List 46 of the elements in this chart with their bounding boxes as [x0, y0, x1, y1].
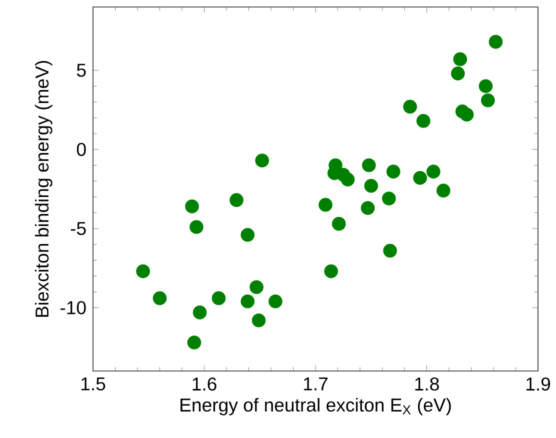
- point: [478, 79, 493, 94]
- x-tick-label: 1.7: [304, 377, 328, 390]
- point: [240, 294, 255, 308]
- point: [185, 200, 199, 214]
- point: [488, 34, 503, 49]
- point: [382, 192, 396, 206]
- point: [481, 93, 495, 108]
- point: [268, 294, 282, 308]
- point: [336, 168, 350, 182]
- x-tick-label: 1.6: [192, 377, 216, 391]
- point: [436, 184, 450, 198]
- point: [332, 216, 346, 231]
- point: [324, 264, 338, 278]
- y-axis-title: Biexciton binding energy (meV): [34, 60, 52, 317]
- point: [240, 228, 255, 242]
- point: [416, 114, 430, 128]
- point: [426, 164, 440, 178]
- y-tick-label: -10: [60, 301, 86, 314]
- x-tick-label: 1.5: [81, 377, 106, 390]
- point: [360, 201, 375, 215]
- point: [192, 306, 207, 320]
- point: [386, 164, 400, 178]
- point: [318, 198, 332, 212]
- x-axis-title: Energy of neutral exciton E$_{X}$ (eV): [180, 398, 451, 416]
- point: [403, 100, 417, 114]
- point: [460, 108, 474, 122]
- point: [136, 264, 150, 278]
- point: [453, 52, 468, 66]
- point: [252, 313, 266, 328]
- point: [187, 336, 202, 350]
- point: [450, 66, 465, 80]
- x-tick-label: 1.8: [415, 377, 439, 391]
- point: [212, 291, 226, 306]
- point: [152, 291, 167, 306]
- y-tick-label: 5: [76, 64, 86, 77]
- x-tick-label: 1.9: [526, 377, 550, 391]
- y-tick-label: 0: [76, 142, 86, 156]
- point: [250, 280, 264, 294]
- point: [230, 193, 244, 207]
- point: [255, 154, 270, 168]
- point: [362, 158, 376, 172]
- y-tick-label: -5: [70, 222, 86, 236]
- point: [190, 220, 204, 234]
- point: [364, 178, 378, 193]
- point: [413, 171, 427, 185]
- point: [383, 244, 397, 258]
